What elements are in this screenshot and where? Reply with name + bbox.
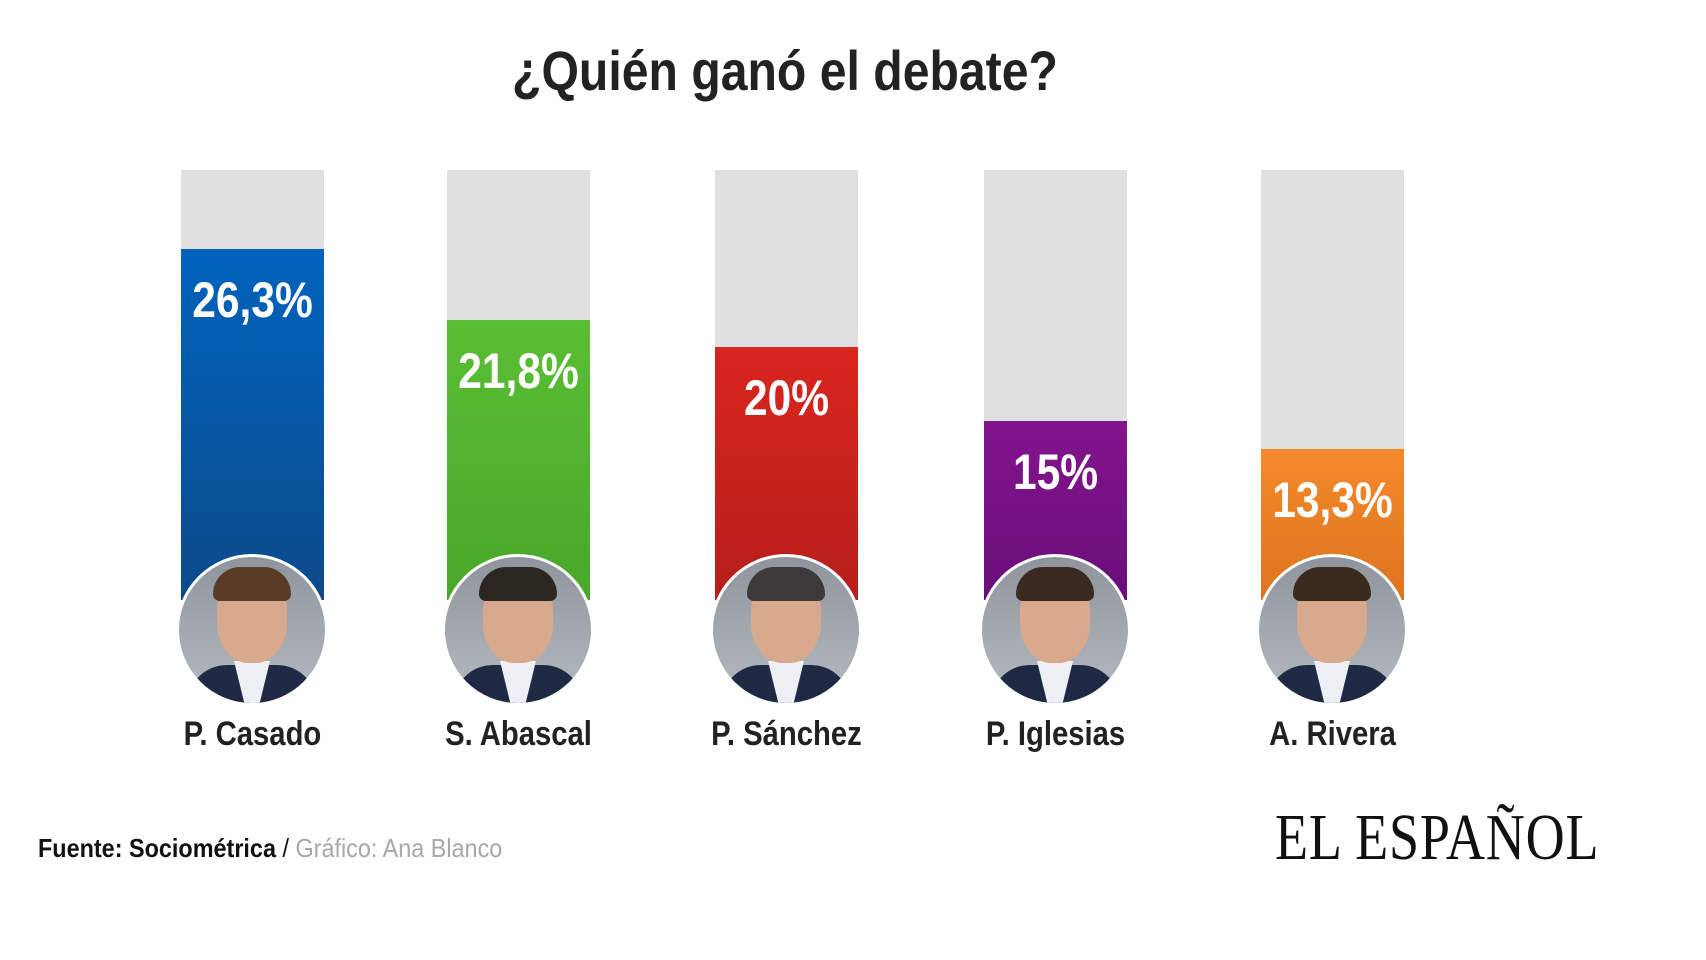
candidate-name: P. Sánchez	[711, 715, 862, 753]
candidate-name: P. Casado	[183, 715, 322, 753]
candidate-photo	[176, 554, 328, 706]
bar-track	[715, 170, 858, 600]
footer-credits: Fuente: Sociométrica / Gráfico: Ana Blan…	[38, 833, 502, 864]
chart-title: ¿Quién ganó el debate?	[512, 39, 1058, 102]
source-text: Fuente: Sociométrica	[38, 833, 276, 863]
bar-value-label: 21,8%	[458, 343, 579, 399]
separator: /	[275, 833, 296, 863]
credit-text: Gráfico: Ana Blanco	[295, 833, 503, 863]
candidate-photo	[710, 554, 862, 706]
bar-track	[984, 170, 1127, 600]
candidate-name: S. Abascal	[445, 715, 592, 753]
bar-fill	[181, 249, 324, 600]
bar-fill	[447, 320, 590, 600]
bar-track	[447, 170, 590, 600]
candidate-photo	[979, 554, 1131, 706]
bar-track	[181, 170, 324, 600]
bar-value-label: 13,3%	[1272, 472, 1393, 528]
bar-value-label: 20%	[743, 370, 830, 426]
candidate-name: P. Iglesias	[985, 715, 1126, 753]
bar-value-label: 26,3%	[192, 272, 313, 328]
candidate-name: A. Rivera	[1269, 715, 1396, 753]
candidate-photo	[1256, 554, 1408, 706]
bar-track	[1261, 170, 1404, 600]
candidate-photo	[442, 554, 594, 706]
bar-value-label: 15%	[1012, 444, 1099, 500]
el-espanol-logo: EL ESPAÑOL	[1275, 801, 1600, 874]
